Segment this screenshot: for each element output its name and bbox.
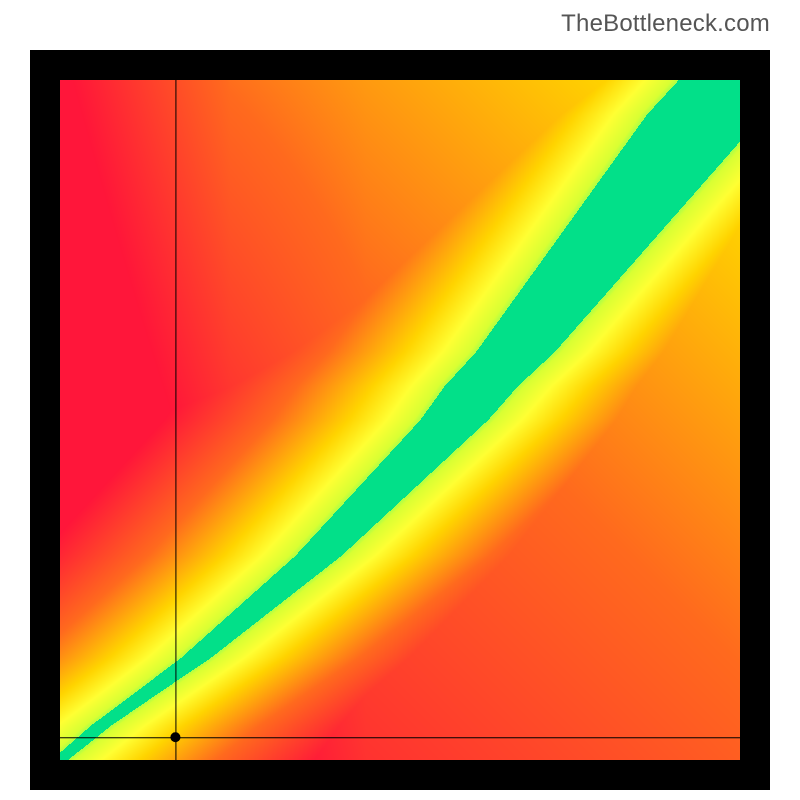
bottleneck-heatmap	[30, 50, 770, 790]
watermark-text: TheBottleneck.com	[561, 10, 770, 38]
plot-area	[30, 50, 770, 790]
figure-container: TheBottleneck.com	[0, 0, 800, 800]
